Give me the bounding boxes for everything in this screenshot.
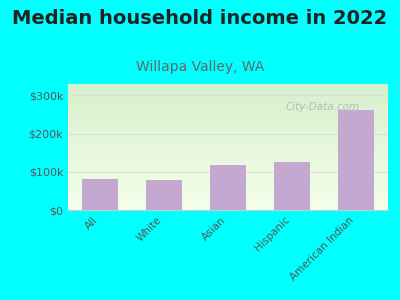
Bar [82, 179, 118, 210]
Text: City-Data.com: City-Data.com [286, 102, 360, 112]
Text: Median household income in 2022: Median household income in 2022 [12, 9, 388, 28]
Bar [338, 110, 374, 210]
Bar [146, 180, 182, 210]
Bar [210, 165, 246, 210]
Bar [274, 162, 310, 210]
Text: Willapa Valley, WA: Willapa Valley, WA [136, 60, 264, 74]
